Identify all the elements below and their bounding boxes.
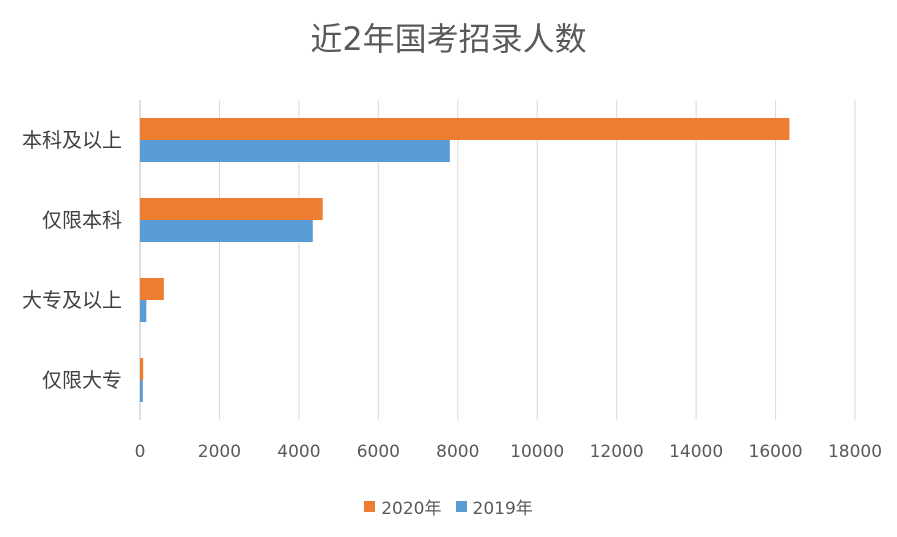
x-tick-label: 12000 (590, 442, 644, 462)
bar-2019 (140, 380, 143, 402)
bar-2019 (140, 140, 450, 162)
x-tick-label: 14000 (669, 442, 723, 462)
x-tick-label: 8000 (436, 442, 479, 462)
x-tick-label: 6000 (357, 442, 400, 462)
bars (140, 118, 790, 402)
x-tick-label: 18000 (828, 442, 882, 462)
x-tick-labels: 0 2000 4000 6000 8000 10000 12000 14000 16000 180… (135, 442, 882, 462)
legend-item-2020: 2020年 (364, 494, 442, 519)
category-labels: 仅限大专 大专及以上 仅限本科 本科及以上 (22, 128, 122, 392)
bar-2020 (140, 198, 323, 220)
bar-2020 (140, 358, 144, 380)
x-tick-label: 2000 (198, 442, 241, 462)
legend-swatch-2020 (364, 501, 376, 512)
category-label: 本科及以上 (22, 128, 122, 152)
legend-label-2020: 2020年 (381, 499, 442, 519)
x-tick-label: 16000 (749, 442, 803, 462)
x-tick-label: 0 (135, 442, 146, 462)
legend-item-2019: 2019年 (455, 494, 533, 519)
bar-2020 (140, 118, 790, 140)
legend-label-2019: 2019年 (472, 499, 533, 519)
category-label: 仅限本科 (42, 208, 122, 232)
bar-2019 (140, 220, 313, 242)
x-tick-label: 10000 (510, 442, 564, 462)
bar-2019 (140, 300, 147, 322)
x-tick-label: 4000 (277, 442, 320, 462)
chart-title: 近2年国考招录人数 (310, 20, 587, 58)
bar-2020 (140, 278, 164, 300)
legend: 2020年 2019年 (0, 494, 897, 519)
category-label: 仅限大专 (42, 368, 122, 392)
category-label: 大专及以上 (22, 288, 122, 312)
legend-swatch-2019 (455, 501, 467, 512)
